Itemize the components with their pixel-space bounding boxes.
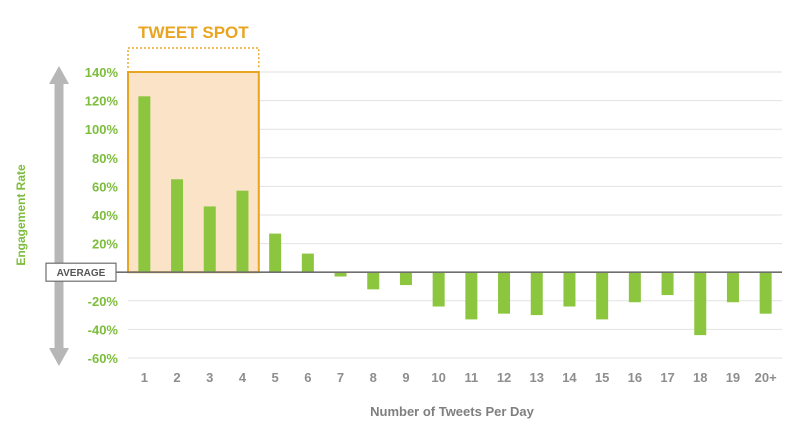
x-tick-label: 4 xyxy=(239,370,247,385)
y-tick-label: 120% xyxy=(85,94,119,109)
bar-13 xyxy=(530,272,543,316)
y-tick-label: 100% xyxy=(85,122,119,137)
bar-14 xyxy=(563,272,576,307)
bar-18 xyxy=(694,272,707,336)
tweet-spot-label: TWEET SPOT xyxy=(138,23,249,42)
y-axis-arrow xyxy=(49,66,69,366)
x-tick-label: 5 xyxy=(272,370,279,385)
bar-9 xyxy=(399,272,412,286)
bar-7 xyxy=(334,272,347,277)
x-tick-label: 13 xyxy=(530,370,544,385)
y-tick-label: -60% xyxy=(88,351,119,366)
bar-1 xyxy=(138,96,151,273)
bar-6 xyxy=(301,253,314,273)
bars xyxy=(138,96,772,336)
bar-12 xyxy=(498,272,511,314)
y-tick-label: 60% xyxy=(92,179,118,194)
y-tick-labels: 140% 120% 100% 80% 60% 40% 20% -20% -40% -60% xyxy=(85,65,119,366)
x-tick-label: 14 xyxy=(562,370,577,385)
y-tick-label: 20% xyxy=(92,237,118,252)
y-axis-arrow-up-head xyxy=(49,66,69,84)
x-tick-label: 19 xyxy=(726,370,740,385)
x-tick-label: 8 xyxy=(370,370,377,385)
y-tick-label: 40% xyxy=(92,208,118,223)
average-baseline: AVERAGE xyxy=(45,262,782,282)
tweet-spot-bracket xyxy=(127,47,260,68)
x-tick-label: 1 xyxy=(141,370,148,385)
y-axis-title: Engagement Rate xyxy=(14,164,28,266)
x-tick-label: 16 xyxy=(628,370,642,385)
x-tick-label: 9 xyxy=(402,370,409,385)
x-tick-label: 7 xyxy=(337,370,344,385)
bar-10 xyxy=(432,272,445,307)
bar-8 xyxy=(367,272,380,290)
y-tick-label: 80% xyxy=(92,151,118,166)
x-tick-label: 15 xyxy=(595,370,609,385)
bar-3 xyxy=(203,206,216,273)
y-axis-arrow-down-head xyxy=(49,348,69,366)
y-tick-label: -40% xyxy=(88,322,119,337)
average-label: AVERAGE xyxy=(57,268,106,279)
x-tick-label: 3 xyxy=(206,370,213,385)
x-tick-label: 20+ xyxy=(755,370,777,385)
bar-2 xyxy=(171,179,184,273)
x-tick-label: 18 xyxy=(693,370,707,385)
bar-17 xyxy=(661,272,674,296)
x-axis-title: Number of Tweets Per Day xyxy=(370,404,535,419)
average-label-box xyxy=(45,262,117,282)
bar-5 xyxy=(269,233,282,273)
bar-19 xyxy=(726,272,739,303)
x-tick-label: 10 xyxy=(431,370,445,385)
y-tick-label: 140% xyxy=(85,65,119,80)
x-tick-labels: 1 2 3 4 5 6 7 8 9 10 11 12 13 14 15 16 17 18 19 20+ xyxy=(141,370,777,385)
x-tick-label: 6 xyxy=(304,370,311,385)
x-tick-label: 17 xyxy=(660,370,674,385)
x-tick-label: 12 xyxy=(497,370,511,385)
y-tick-label: -20% xyxy=(88,294,119,309)
bar-20+ xyxy=(759,272,772,314)
bar-16 xyxy=(628,272,641,303)
x-tick-label: 11 xyxy=(464,370,478,385)
bar-4 xyxy=(236,190,249,273)
bar-15 xyxy=(596,272,609,320)
bar-11 xyxy=(465,272,478,320)
x-tick-label: 2 xyxy=(173,370,180,385)
